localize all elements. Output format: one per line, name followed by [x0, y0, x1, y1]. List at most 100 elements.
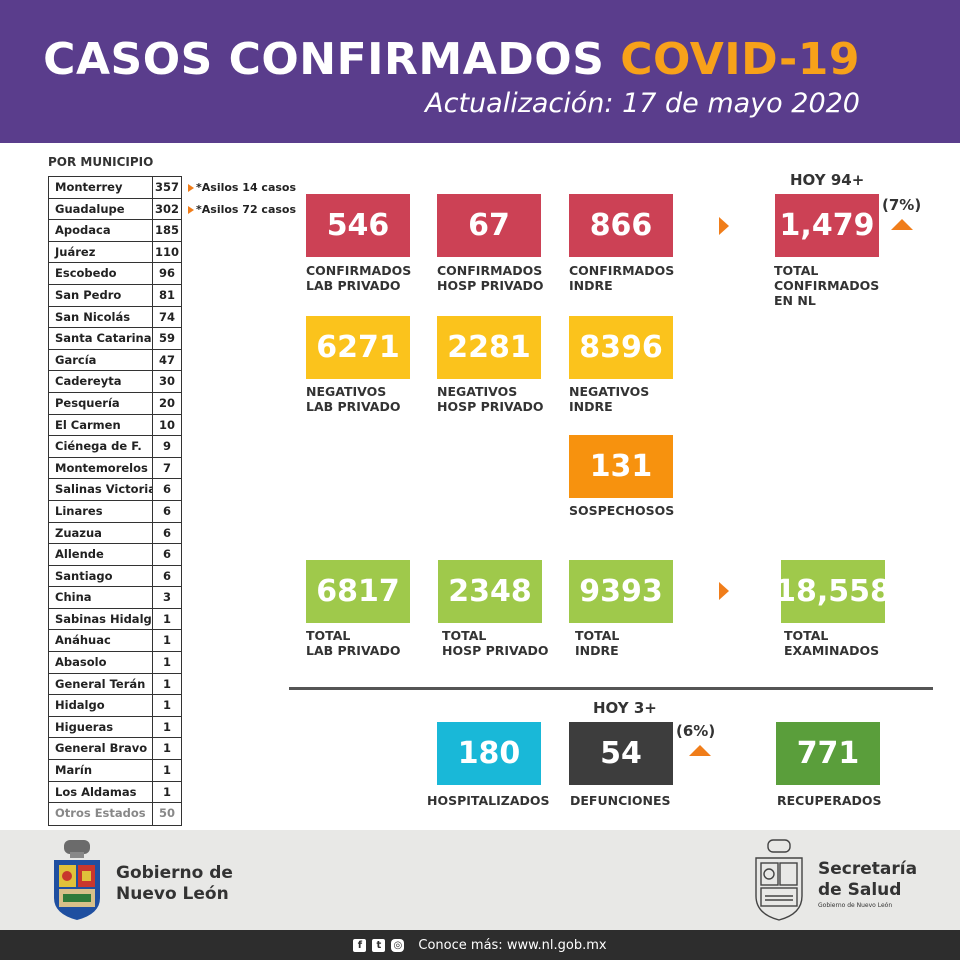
municipio-count: 1 [162, 655, 171, 670]
municipio-count: 6 [162, 547, 171, 562]
municipio-name: General Terán [49, 673, 153, 695]
footer: Gobierno de Nuevo León Secretaría de Sal… [0, 830, 960, 930]
municipio-name: Montemorelos [49, 457, 153, 479]
negativos-lab-label: NEGATIVOS LAB PRIVADO [306, 384, 401, 414]
hospitalizados-box: 180 [437, 722, 541, 785]
table-row: García 47 [49, 349, 181, 372]
total-indre-label: TOTAL INDRE [575, 628, 620, 658]
total-confirmados-box: 1,479 [775, 194, 879, 257]
total-confirmados-label: TOTAL CONFIRMADOS EN NL [774, 263, 880, 308]
arrow-up-icon [689, 745, 711, 756]
secretaria-salud-text: Secretaría de Salud [818, 859, 918, 900]
municipio-count: 1 [162, 611, 171, 626]
municipio-name: Santa Catarina [49, 328, 153, 349]
municipio-count: 47 [158, 352, 175, 367]
defunciones-box: 54 [569, 722, 673, 785]
municipio-name: Los Aldamas [49, 781, 153, 803]
table-row: Zuazua 6 [49, 522, 181, 545]
total-lab-box: 6817 [306, 560, 410, 623]
table-row: San Nicolás 74 [49, 306, 181, 329]
title-accent: COVID-19 [620, 34, 860, 85]
recuperados-label: RECUPERADOS [777, 793, 882, 808]
secretaria-sub-text: Gobierno de Nuevo León [818, 902, 893, 909]
municipio-name: García [49, 349, 153, 371]
hospitalizados-label: HOSPITALIZADOS [427, 793, 550, 808]
municipio-name: Linares [49, 500, 153, 522]
municipio-name: Monterrey [49, 177, 153, 198]
table-row: General Bravo 1 [49, 738, 181, 761]
confirmados-hosp-label: CONFIRMADOS HOSP PRIVADO [437, 263, 544, 293]
table-row: Apodaca 185 [49, 220, 181, 242]
confirmados-indre-label: CONFIRMADOS INDRE [569, 263, 675, 293]
table-row: Montemorelos 7 [49, 457, 181, 480]
facebook-icon[interactable]: f [353, 938, 367, 952]
municipio-count: 3 [162, 590, 171, 605]
arrow-right-icon [719, 217, 729, 235]
table-row: Sabinas Hidalgo 1 [49, 608, 181, 631]
municipio-name: Abasolo [49, 652, 153, 673]
municipio-count: 96 [158, 266, 175, 281]
municipio-name: Guadalupe [49, 198, 153, 220]
table-row: Escobedo 96 [49, 263, 181, 285]
table-row: Pesquería 20 [49, 392, 181, 415]
negativos-indre-box: 8396 [569, 316, 673, 379]
municipio-name: China [49, 587, 153, 608]
municipio-name: Otros Estados [49, 803, 153, 825]
municipio-count: 1 [162, 784, 171, 799]
table-row: Santa Catarina 59 [49, 328, 181, 350]
asilo-note-text: *Asilos 72 casos [196, 203, 297, 216]
municipio-count: 9 [162, 439, 171, 454]
municipio-count: 10 [158, 417, 175, 432]
municipio-count: 302 [154, 201, 179, 216]
table-row: Higueras 1 [49, 716, 181, 739]
negativos-lab-box: 6271 [306, 316, 410, 379]
asilo-note-text: *Asilos 14 casos [196, 181, 297, 194]
confirmados-pct: (7%) [882, 196, 922, 214]
confirmados-lab-box: 546 [306, 194, 410, 257]
municipio-count: 1 [162, 676, 171, 691]
sospechosos-label: SOSPECHOSOS [569, 503, 675, 518]
header-banner: CASOS CONFIRMADOS COVID-19 Actualización… [0, 0, 960, 143]
table-row: Hidalgo 1 [49, 695, 181, 717]
municipio-count: 1 [162, 633, 171, 648]
confirmados-lab-label: CONFIRMADOS LAB PRIVADO [306, 263, 412, 293]
triangle-icon [188, 184, 194, 192]
table-row: Anáhuac 1 [49, 630, 181, 653]
municipio-name: Hidalgo [49, 695, 153, 716]
municipio-count: 59 [158, 331, 175, 346]
website-link[interactable]: Conoce más: www.nl.gob.mx [418, 937, 607, 953]
table-row: China 3 [49, 587, 181, 609]
municipio-count: 185 [154, 223, 179, 238]
confirmados-hosp-box: 67 [437, 194, 541, 257]
municipio-name: Santiago [49, 565, 153, 587]
municipio-name: Salinas Victoria [49, 479, 153, 500]
twitter-icon[interactable]: t [372, 938, 386, 952]
total-hosp-box: 2348 [438, 560, 542, 623]
defunciones-pct: (6%) [676, 722, 716, 740]
negativos-hosp-box: 2281 [437, 316, 541, 379]
municipio-name: Escobedo [49, 263, 153, 284]
municipio-count: 1 [162, 698, 171, 713]
nuevo-leon-crest-icon [54, 840, 100, 920]
arrow-right-icon [719, 582, 729, 600]
negativos-hosp-label: NEGATIVOS HOSP PRIVADO [437, 384, 544, 414]
municipio-name: Anáhuac [49, 630, 153, 652]
instagram-icon[interactable]: ◎ [391, 938, 405, 952]
municipio-name: Zuazua [49, 522, 153, 544]
municipio-count: 81 [158, 287, 175, 302]
secretaria-salud-crest-icon [755, 839, 803, 921]
municipio-name: El Carmen [49, 414, 153, 436]
municipio-name: Ciénega de F. [49, 436, 153, 457]
negativos-indre-label: NEGATIVOS INDRE [569, 384, 650, 414]
divider [289, 687, 933, 690]
arrow-up-icon [891, 219, 913, 230]
asilo-note-guadalupe: *Asilos 72 casos [188, 203, 296, 216]
table-row: Santiago 6 [49, 565, 181, 588]
municipio-table: Monterrey 357 Guadalupe 302 Apodaca 185 Juárez… [48, 176, 182, 826]
table-row: El Carmen 10 [49, 414, 181, 437]
bottom-bar: f t ◎ Conoce más: www.nl.gob.mx [0, 930, 960, 960]
table-row: Juárez 110 [49, 241, 181, 264]
municipio-count: 6 [162, 568, 171, 583]
table-row: Cadereyta 30 [49, 371, 181, 393]
recuperados-box: 771 [776, 722, 880, 785]
